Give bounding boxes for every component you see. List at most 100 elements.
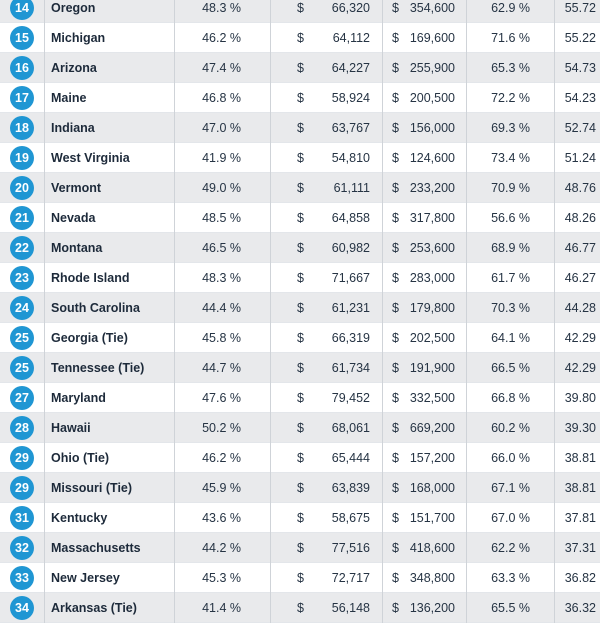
rank-cell: 28 [0, 413, 44, 443]
percent-value: 60.2 % [491, 421, 530, 435]
income-value: 60,982 [331, 241, 370, 255]
state-name: Maine [51, 91, 87, 105]
column-divider [270, 503, 271, 533]
percent-value: 46.5 % [202, 241, 241, 255]
percent-value: 45.9 % [202, 481, 241, 495]
table-row: 28 Hawaii 50.2 % $68,061 $669,200 60.2 % 39.30 [0, 413, 600, 443]
percent-value: 47.6 % [202, 391, 241, 405]
currency-symbol: $ [392, 241, 399, 255]
income-value: 61,734 [331, 361, 370, 375]
column-divider [270, 23, 271, 53]
home-value: 124,600 [409, 151, 455, 165]
home-value: 191,900 [409, 361, 455, 375]
currency-symbol: $ [392, 181, 399, 195]
home-value: 136,200 [409, 601, 455, 615]
table-row: 16 Arizona 47.4 % $64,227 $255,900 65.3 % 54.7… [0, 53, 600, 83]
column-divider [466, 113, 467, 143]
income-value: 56,148 [331, 601, 370, 615]
state-name: West Virginia [51, 151, 130, 165]
currency-symbol: $ [392, 571, 399, 585]
state-name: South Carolina [51, 301, 140, 315]
table-row: 18 Indiana 47.0 % $63,767 $156,000 69.3 % 52.7… [0, 113, 600, 143]
currency-symbol: $ [392, 1, 399, 15]
column-divider [554, 0, 555, 23]
column-divider [44, 143, 45, 173]
score-value: 39.30 [564, 421, 596, 435]
table-row: 27 Maryland 47.6 % $79,452 $332,500 66.8 % 39.… [0, 383, 600, 413]
column-divider [174, 293, 175, 323]
percent-value: 44.4 % [202, 301, 241, 315]
currency-symbol: $ [392, 91, 399, 105]
column-divider [554, 173, 555, 203]
column-divider [554, 413, 555, 443]
rank-cell: 25 [0, 353, 44, 383]
home-value: 253,600 [409, 241, 455, 255]
column-divider [554, 23, 555, 53]
currency-symbol: $ [392, 421, 399, 435]
column-divider [466, 23, 467, 53]
percent-value: 45.8 % [202, 331, 241, 345]
column-divider [466, 473, 467, 503]
score-value: 42.29 [564, 361, 596, 375]
column-divider [44, 593, 45, 623]
rank-badge: 32 [10, 535, 34, 560]
currency-symbol: $ [392, 331, 399, 345]
currency-symbol: $ [297, 211, 304, 225]
column-divider [382, 323, 383, 353]
column-divider [382, 443, 383, 473]
state-name: Nevada [51, 211, 96, 225]
state-name: Tennessee (Tie) [51, 361, 145, 375]
currency-symbol: $ [297, 301, 304, 315]
column-divider [270, 383, 271, 413]
percent-value: 72.2 % [491, 91, 530, 105]
state-name: Arizona [51, 61, 97, 75]
column-divider [174, 83, 175, 113]
column-divider [44, 203, 45, 233]
column-divider [382, 23, 383, 53]
currency-symbol: $ [297, 601, 304, 615]
column-divider [174, 353, 175, 383]
column-divider [270, 413, 271, 443]
column-divider [382, 293, 383, 323]
column-divider [382, 503, 383, 533]
column-divider [554, 383, 555, 413]
rank-cell: 22 [0, 233, 44, 263]
currency-symbol: $ [392, 31, 399, 45]
currency-symbol: $ [297, 421, 304, 435]
currency-symbol: $ [297, 61, 304, 75]
currency-symbol: $ [297, 571, 304, 585]
column-divider [174, 113, 175, 143]
percent-value: 65.3 % [491, 61, 530, 75]
income-value: 68,061 [331, 421, 370, 435]
home-value: 255,900 [409, 61, 455, 75]
column-divider [270, 593, 271, 623]
rank-cell: 33 [0, 563, 44, 593]
table-row: 22 Montana 46.5 % $60,982 $253,600 68.9 % 46.7… [0, 233, 600, 263]
percent-value: 70.3 % [491, 301, 530, 315]
currency-symbol: $ [392, 481, 399, 495]
rank-badge: 27 [10, 385, 34, 410]
column-divider [554, 53, 555, 83]
column-divider [466, 203, 467, 233]
column-divider [554, 233, 555, 263]
column-divider [44, 23, 45, 53]
column-divider [466, 413, 467, 443]
rank-badge: 25 [10, 355, 34, 380]
currency-symbol: $ [392, 271, 399, 285]
column-divider [174, 473, 175, 503]
column-divider [44, 173, 45, 203]
column-divider [466, 83, 467, 113]
column-divider [174, 533, 175, 563]
rank-badge: 31 [10, 505, 34, 530]
percent-value: 41.4 % [202, 601, 241, 615]
percent-value: 47.0 % [202, 121, 241, 135]
column-divider [174, 263, 175, 293]
currency-symbol: $ [297, 121, 304, 135]
income-value: 63,767 [331, 121, 370, 135]
income-value: 72,717 [331, 571, 370, 585]
column-divider [174, 563, 175, 593]
percent-value: 56.6 % [491, 211, 530, 225]
percent-value: 62.9 % [491, 1, 530, 15]
percent-value: 66.8 % [491, 391, 530, 405]
